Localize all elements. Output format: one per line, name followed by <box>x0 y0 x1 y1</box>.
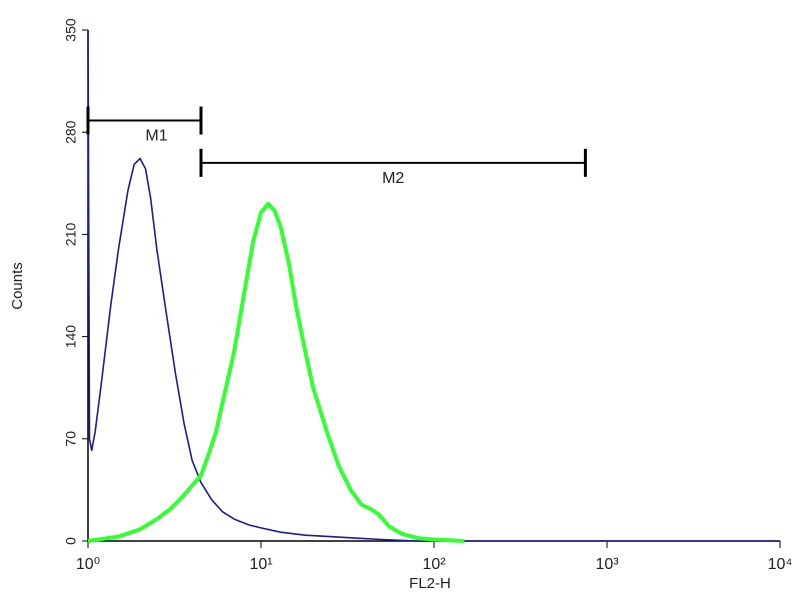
y-tick-label: 280 <box>63 120 79 144</box>
marker-label: M1 <box>145 128 167 145</box>
marker-label: M2 <box>382 170 404 187</box>
x-tick-label: 10² <box>422 556 446 573</box>
y-tick-label: 350 <box>63 18 79 42</box>
y-tick-label: 210 <box>63 223 79 247</box>
y-tick-label: 70 <box>63 431 79 447</box>
histogram-line <box>87 29 780 542</box>
y-tick-label: 0 <box>63 537 79 545</box>
x-tick-label: 10⁴ <box>768 556 793 573</box>
x-axis-label: FL2-H <box>409 575 451 592</box>
x-tick-label: 10¹ <box>249 556 272 573</box>
histogram-line <box>87 201 465 543</box>
y-tick-label: 140 <box>63 325 79 349</box>
y-axis-label: Counts <box>9 262 26 310</box>
x-tick-label: 10⁰ <box>76 556 100 573</box>
x-tick-label: 10³ <box>595 556 619 573</box>
